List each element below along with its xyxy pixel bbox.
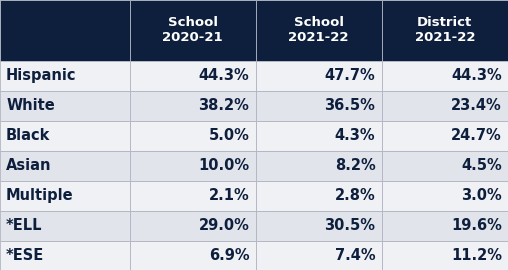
Bar <box>382 181 508 211</box>
Bar <box>0 151 130 181</box>
Bar <box>130 91 256 121</box>
Bar <box>382 61 508 91</box>
Text: Black: Black <box>6 128 50 143</box>
Bar <box>256 0 382 61</box>
Text: School
2021-22: School 2021-22 <box>288 16 349 44</box>
Bar <box>382 211 508 241</box>
Text: School
2020-21: School 2020-21 <box>162 16 223 44</box>
Text: 2.1%: 2.1% <box>209 188 249 203</box>
Text: 36.5%: 36.5% <box>325 98 375 113</box>
Bar <box>256 61 382 91</box>
Text: White: White <box>6 98 55 113</box>
Bar <box>256 211 382 241</box>
Bar <box>0 0 130 61</box>
Bar <box>256 91 382 121</box>
Text: 29.0%: 29.0% <box>199 218 249 233</box>
Text: Hispanic: Hispanic <box>6 68 77 83</box>
Bar <box>130 0 256 61</box>
Bar <box>382 121 508 151</box>
Bar <box>130 211 256 241</box>
Text: 30.5%: 30.5% <box>325 218 375 233</box>
Text: District
2021-22: District 2021-22 <box>415 16 475 44</box>
Bar <box>0 211 130 241</box>
Text: 4.5%: 4.5% <box>461 158 502 173</box>
Bar <box>382 151 508 181</box>
Bar <box>382 241 508 270</box>
Text: 2.8%: 2.8% <box>335 188 375 203</box>
Text: 24.7%: 24.7% <box>451 128 502 143</box>
Bar <box>130 121 256 151</box>
Bar <box>382 91 508 121</box>
Text: 4.3%: 4.3% <box>335 128 375 143</box>
Text: 7.4%: 7.4% <box>335 248 375 263</box>
Bar <box>130 241 256 270</box>
Text: 11.2%: 11.2% <box>451 248 502 263</box>
Bar <box>256 121 382 151</box>
Text: 47.7%: 47.7% <box>325 68 375 83</box>
Bar <box>0 91 130 121</box>
Text: *ELL: *ELL <box>6 218 43 233</box>
Text: 23.4%: 23.4% <box>451 98 502 113</box>
Text: 44.3%: 44.3% <box>451 68 502 83</box>
Text: 44.3%: 44.3% <box>199 68 249 83</box>
Text: 5.0%: 5.0% <box>209 128 249 143</box>
Text: 10.0%: 10.0% <box>198 158 249 173</box>
Bar <box>256 151 382 181</box>
Text: 6.9%: 6.9% <box>209 248 249 263</box>
Text: 3.0%: 3.0% <box>461 188 502 203</box>
Bar <box>130 61 256 91</box>
Bar <box>256 241 382 270</box>
Bar <box>382 0 508 61</box>
Bar <box>130 151 256 181</box>
Bar <box>256 181 382 211</box>
Text: 38.2%: 38.2% <box>199 98 249 113</box>
Text: 19.6%: 19.6% <box>451 218 502 233</box>
Text: *ESE: *ESE <box>6 248 44 263</box>
Bar <box>0 181 130 211</box>
Text: 8.2%: 8.2% <box>335 158 375 173</box>
Text: Asian: Asian <box>6 158 52 173</box>
Text: Multiple: Multiple <box>6 188 74 203</box>
Bar <box>0 61 130 91</box>
Bar <box>130 181 256 211</box>
Bar <box>0 121 130 151</box>
Bar <box>0 241 130 270</box>
